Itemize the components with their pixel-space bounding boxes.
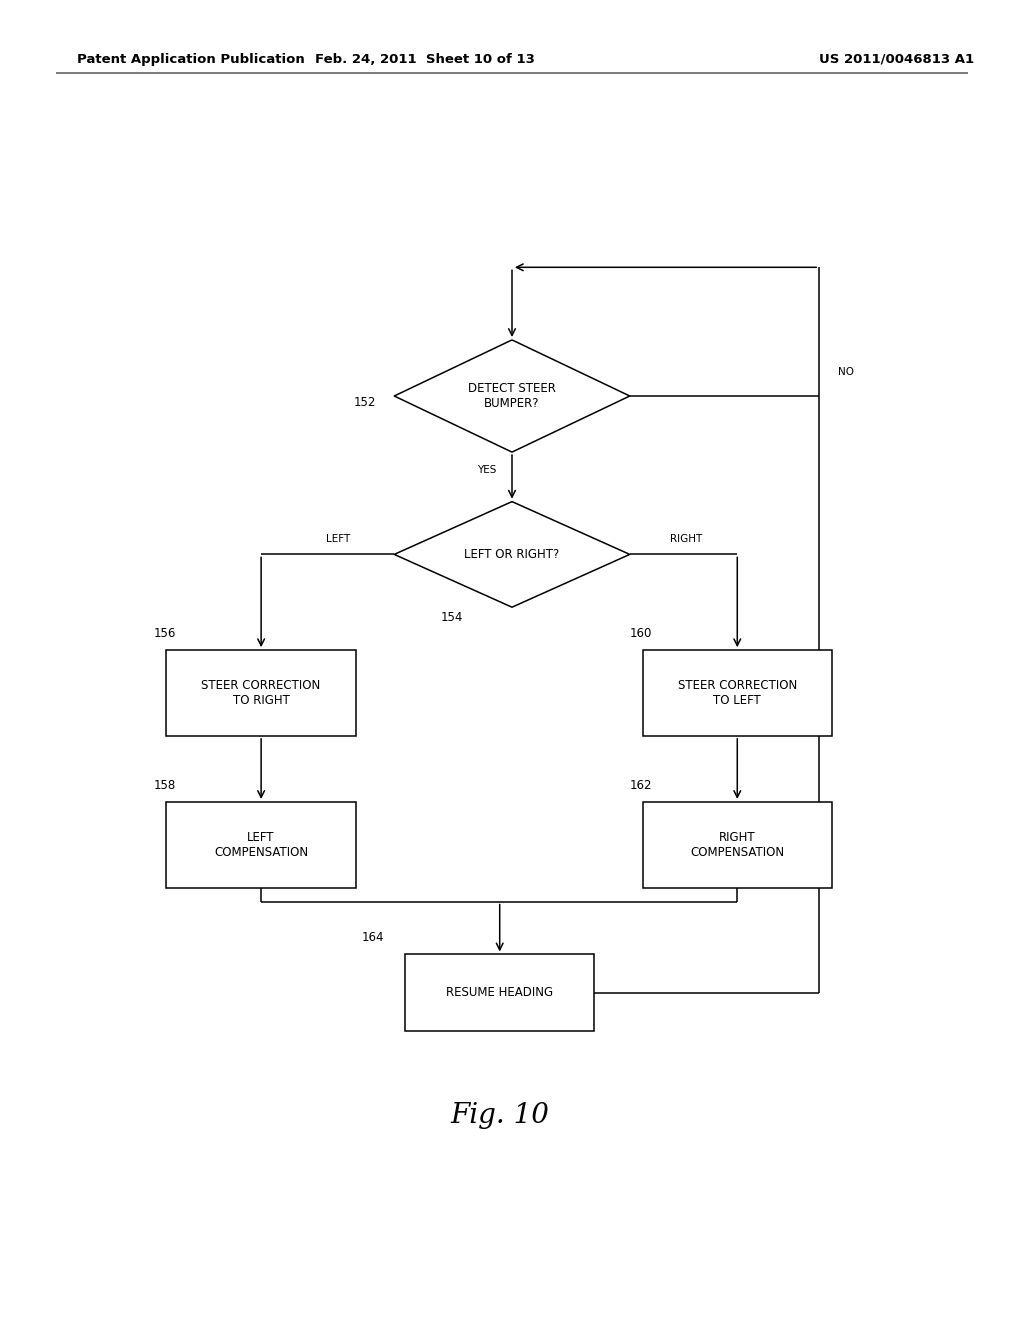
Text: 164: 164 [361,931,384,944]
Text: 156: 156 [154,627,176,640]
Bar [404,954,594,1031]
Text: NO: NO [838,367,854,378]
Text: STEER CORRECTION
TO RIGHT: STEER CORRECTION TO RIGHT [202,678,321,708]
Text: Patent Application Publication: Patent Application Publication [77,53,304,66]
Polygon shape [394,341,630,451]
Text: DETECT STEER
BUMPER?: DETECT STEER BUMPER? [468,381,556,411]
Polygon shape [394,502,630,607]
Text: YES: YES [477,466,496,475]
Bar [643,801,831,887]
Text: RESUME HEADING: RESUME HEADING [446,986,553,999]
Text: 154: 154 [440,611,463,624]
Text: Feb. 24, 2011  Sheet 10 of 13: Feb. 24, 2011 Sheet 10 of 13 [315,53,535,66]
Text: 162: 162 [630,779,652,792]
Text: LEFT: LEFT [326,533,350,544]
Text: 160: 160 [630,627,652,640]
Text: STEER CORRECTION
TO LEFT: STEER CORRECTION TO LEFT [678,678,797,708]
Text: US 2011/0046813 A1: US 2011/0046813 A1 [819,53,974,66]
Bar [643,649,831,737]
Text: 158: 158 [154,779,176,792]
Bar [166,801,356,887]
Bar [166,649,356,737]
Text: LEFT OR RIGHT?: LEFT OR RIGHT? [464,548,560,561]
Text: Fig. 10: Fig. 10 [451,1102,549,1129]
Text: LEFT
COMPENSATION: LEFT COMPENSATION [214,830,308,859]
Text: RIGHT
COMPENSATION: RIGHT COMPENSATION [690,830,784,859]
Text: 152: 152 [353,396,376,409]
Text: RIGHT: RIGHT [670,533,702,544]
